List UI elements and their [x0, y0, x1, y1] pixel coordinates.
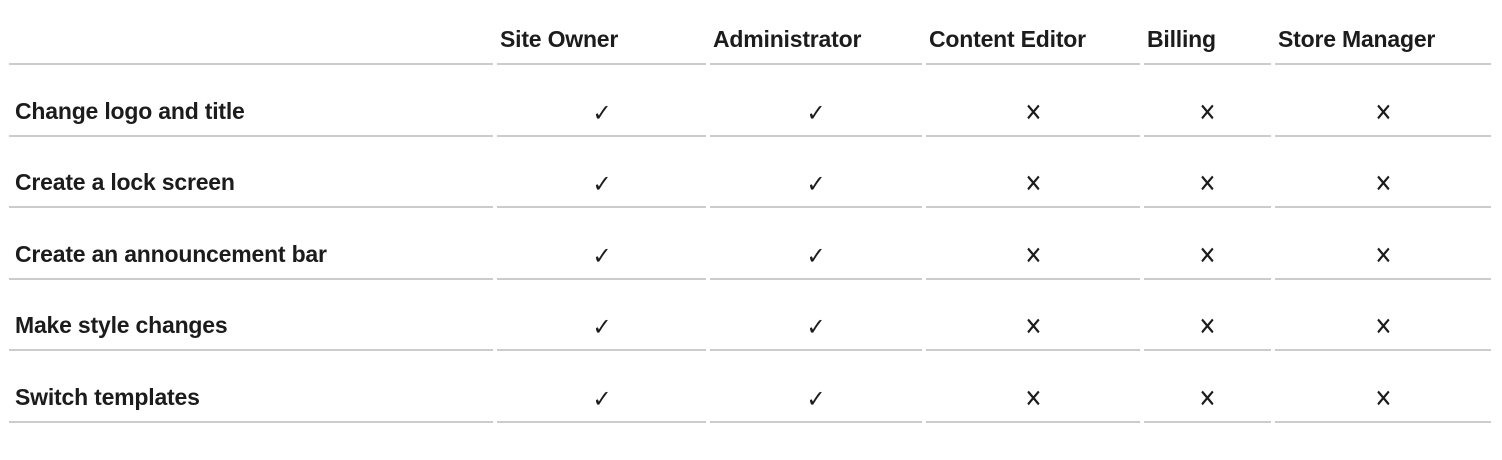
x-icon: ✕	[1024, 240, 1042, 270]
column-header-content-editor: Content Editor	[926, 0, 1140, 65]
permission-cell: ✕	[1275, 137, 1491, 208]
feature-column-header	[9, 0, 493, 65]
check-icon: ✓	[806, 98, 826, 127]
permission-cell: ✕	[926, 280, 1140, 351]
check-icon: ✓	[592, 170, 611, 198]
permission-cell: ✕	[1144, 137, 1271, 208]
permission-cell: ✕	[1144, 351, 1271, 423]
x-icon: ✕	[1024, 312, 1042, 341]
permission-cell: ✓	[710, 208, 922, 280]
table-row: Make style changes ✓ ✓ ✕ ✕ ✕	[9, 280, 1491, 351]
x-icon: ✕	[1198, 383, 1217, 413]
permission-cell: ✕	[1275, 280, 1491, 351]
x-icon: ✕	[1374, 169, 1392, 198]
column-header-billing: Billing	[1144, 0, 1271, 65]
feature-label: Create an announcement bar	[9, 208, 493, 280]
permission-cell: ✕	[1275, 351, 1491, 423]
x-icon: ✕	[1374, 383, 1392, 413]
column-header-store-manager: Store Manager	[1275, 0, 1491, 65]
permission-cell: ✓	[497, 65, 706, 137]
check-icon: ✓	[592, 98, 611, 127]
column-header-administrator: Administrator	[710, 0, 922, 65]
feature-label: Make style changes	[9, 280, 493, 351]
permission-cell: ✓	[497, 208, 706, 280]
permission-cell: ✓	[710, 65, 922, 137]
permission-cell: ✓	[710, 351, 922, 423]
table-row: Change logo and title ✓ ✓ ✕ ✕ ✕	[9, 65, 1491, 137]
permission-cell: ✕	[926, 137, 1140, 208]
check-icon: ✓	[592, 313, 611, 341]
check-icon: ✓	[592, 384, 611, 413]
table-row: Create a lock screen ✓ ✓ ✕ ✕ ✕	[9, 137, 1491, 208]
permission-cell: ✓	[710, 137, 922, 208]
x-icon: ✕	[1198, 312, 1217, 341]
x-icon: ✕	[1374, 240, 1392, 270]
check-icon: ✓	[592, 241, 611, 270]
check-icon: ✓	[806, 241, 826, 270]
permission-cell: ✕	[1275, 65, 1491, 137]
table-row: Create an announcement bar ✓ ✓ ✕ ✕ ✕	[9, 208, 1491, 280]
x-icon: ✕	[1024, 383, 1042, 413]
x-icon: ✕	[1374, 97, 1392, 127]
feature-label: Create a lock screen	[9, 137, 493, 208]
x-icon: ✕	[1024, 169, 1042, 198]
permission-cell: ✕	[926, 65, 1140, 137]
permission-cell: ✕	[1144, 208, 1271, 280]
permissions-table: Site Owner Administrator Content Editor …	[5, 0, 1495, 423]
check-icon: ✓	[806, 170, 826, 198]
x-icon: ✕	[1374, 312, 1392, 341]
x-icon: ✕	[1198, 240, 1217, 270]
check-icon: ✓	[806, 313, 826, 341]
permission-cell: ✕	[1144, 65, 1271, 137]
permission-cell: ✕	[926, 351, 1140, 423]
permission-cell: ✓	[710, 280, 922, 351]
column-header-site-owner: Site Owner	[497, 0, 706, 65]
check-icon: ✓	[806, 384, 826, 413]
permission-cell: ✓	[497, 280, 706, 351]
x-icon: ✕	[1198, 169, 1217, 198]
permission-cell: ✕	[1275, 208, 1491, 280]
x-icon: ✕	[1198, 97, 1217, 127]
table-row: Switch templates ✓ ✓ ✕ ✕ ✕	[9, 351, 1491, 423]
permission-cell: ✕	[926, 208, 1140, 280]
feature-label: Switch templates	[9, 351, 493, 423]
header-row: Site Owner Administrator Content Editor …	[9, 0, 1491, 65]
x-icon: ✕	[1024, 97, 1042, 127]
feature-label: Change logo and title	[9, 65, 493, 137]
permission-cell: ✓	[497, 351, 706, 423]
permission-cell: ✕	[1144, 280, 1271, 351]
permission-cell: ✓	[497, 137, 706, 208]
